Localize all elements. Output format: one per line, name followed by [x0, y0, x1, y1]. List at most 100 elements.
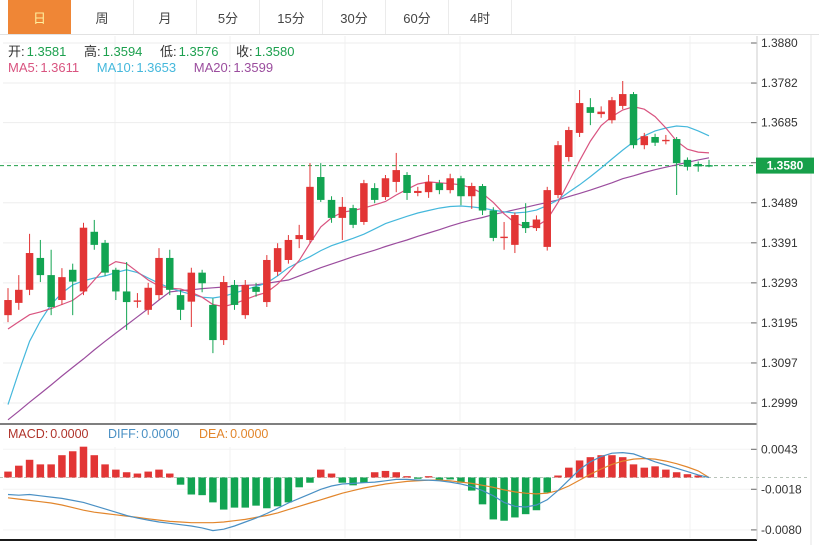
ma10-line	[7, 125, 710, 405]
macd-histogram-bar	[381, 470, 390, 478]
macd-histogram-bar	[521, 477, 530, 515]
tab-日[interactable]: 日	[8, 0, 71, 34]
macd-histogram-bar	[327, 473, 336, 478]
candle-body	[489, 210, 498, 238]
macd-histogram-bar	[370, 472, 379, 478]
macd-histogram-bar	[133, 473, 142, 478]
candle-body	[543, 190, 551, 247]
candle-body	[101, 242, 109, 273]
macd-histogram-bar	[144, 471, 152, 478]
macd-histogram-bar	[4, 471, 12, 478]
candle-body	[608, 100, 616, 121]
macd-histogram-bar	[414, 477, 422, 479]
candle-body	[230, 284, 239, 305]
candle-body	[273, 248, 282, 272]
macd-histogram-bar	[435, 477, 444, 481]
ma20-label: MA20:	[193, 60, 232, 75]
candle-body	[370, 188, 379, 200]
candle-body	[586, 107, 595, 113]
high-label: 高:	[84, 44, 101, 59]
price-axis-label: 1.2999	[761, 396, 798, 410]
macd-histogram-bar	[672, 472, 681, 478]
macd-histogram-bar	[349, 477, 357, 486]
candle-body	[187, 272, 196, 302]
candle-body	[705, 165, 713, 167]
current-price-box-value: 1.3580	[767, 159, 804, 173]
macd-histogram-bar	[306, 477, 314, 483]
macd-histogram-bar	[500, 477, 508, 521]
candle-body	[166, 257, 174, 290]
diff-value: 0.0000	[141, 427, 180, 441]
macd-histogram-bar	[176, 477, 185, 485]
candle-body	[662, 139, 670, 142]
macd-histogram-bar	[392, 472, 400, 478]
candle-body	[25, 253, 34, 290]
candle-body	[532, 219, 541, 229]
macd-histogram-bar	[543, 477, 551, 493]
candle-body	[629, 94, 638, 146]
tab-周[interactable]: 周	[71, 0, 134, 34]
macd-histogram-bar	[338, 477, 347, 483]
macd-histogram-bar	[554, 475, 562, 478]
candle-body	[263, 259, 271, 303]
macd-histogram-bar	[586, 457, 595, 478]
tab-15分[interactable]: 15分	[260, 0, 323, 34]
candle-body	[176, 295, 185, 310]
macd-histogram-bar	[155, 469, 163, 478]
tab-30分[interactable]: 30分	[323, 0, 386, 34]
ma5-line	[7, 106, 710, 330]
macd-histogram-bar	[219, 477, 228, 510]
ma20-readout: MA20: 1.3599	[194, 60, 273, 75]
ma20-line	[7, 157, 710, 421]
candle-body	[338, 206, 347, 218]
diff-value-readout: DIFF: 0.0000	[108, 427, 179, 441]
macd-axis-label: -0.0018	[761, 482, 802, 496]
close-value: 1.3580	[254, 44, 295, 59]
candle-body	[252, 286, 260, 292]
price-axis-label: 1.3685	[761, 116, 798, 130]
macd-readout: MACD: 0.0000 DIFF: 0.0000 DEA: 0.0000	[8, 427, 284, 441]
macd-histogram-bar	[467, 477, 476, 491]
macd-axis-label: 0.0043	[761, 442, 798, 456]
macd-histogram-bar	[90, 455, 99, 478]
macd-histogram-bar	[79, 446, 88, 478]
ma10-value: 1.3653	[136, 60, 177, 75]
candle-body	[618, 94, 627, 106]
ma10-label: MA10:	[96, 60, 135, 75]
candle-body	[241, 284, 250, 316]
candle-body	[457, 178, 465, 197]
candle-body	[219, 282, 228, 341]
price-axis-label: 1.3782	[761, 76, 798, 90]
ma5-value: 1.3611	[40, 60, 80, 75]
candle-body	[133, 300, 142, 302]
macd-histogram-bar	[101, 464, 109, 478]
candle-body	[349, 208, 357, 225]
price-axis-label: 1.3880	[761, 36, 798, 50]
candle-body	[446, 178, 454, 191]
macd-histogram-bar	[15, 465, 23, 478]
macd-histogram-bar	[489, 477, 498, 520]
candle-body	[467, 186, 476, 197]
macd-histogram-bar	[58, 455, 66, 478]
candle-body	[683, 159, 692, 167]
macd-histogram-bar	[424, 476, 433, 478]
ma20-value: 1.3599	[233, 60, 274, 75]
macd-histogram-bar	[608, 455, 616, 478]
price-axis-label: 1.3489	[761, 196, 798, 210]
candle-body	[68, 269, 77, 282]
tab-60分[interactable]: 60分	[386, 0, 449, 34]
tab-4时[interactable]: 4时	[449, 0, 512, 34]
candle-body	[597, 111, 605, 115]
tab-月[interactable]: 月	[134, 0, 197, 34]
candle-body	[392, 170, 400, 182]
macd-histogram-bar	[565, 467, 573, 478]
ma5-label: MA5:	[8, 60, 39, 75]
candle-body	[79, 227, 88, 292]
candle-body	[575, 103, 584, 133]
macd-histogram-bar	[511, 477, 519, 518]
tab-5分[interactable]: 5分	[197, 0, 260, 34]
macd-histogram-bar	[317, 469, 325, 478]
candle-body	[694, 163, 702, 167]
